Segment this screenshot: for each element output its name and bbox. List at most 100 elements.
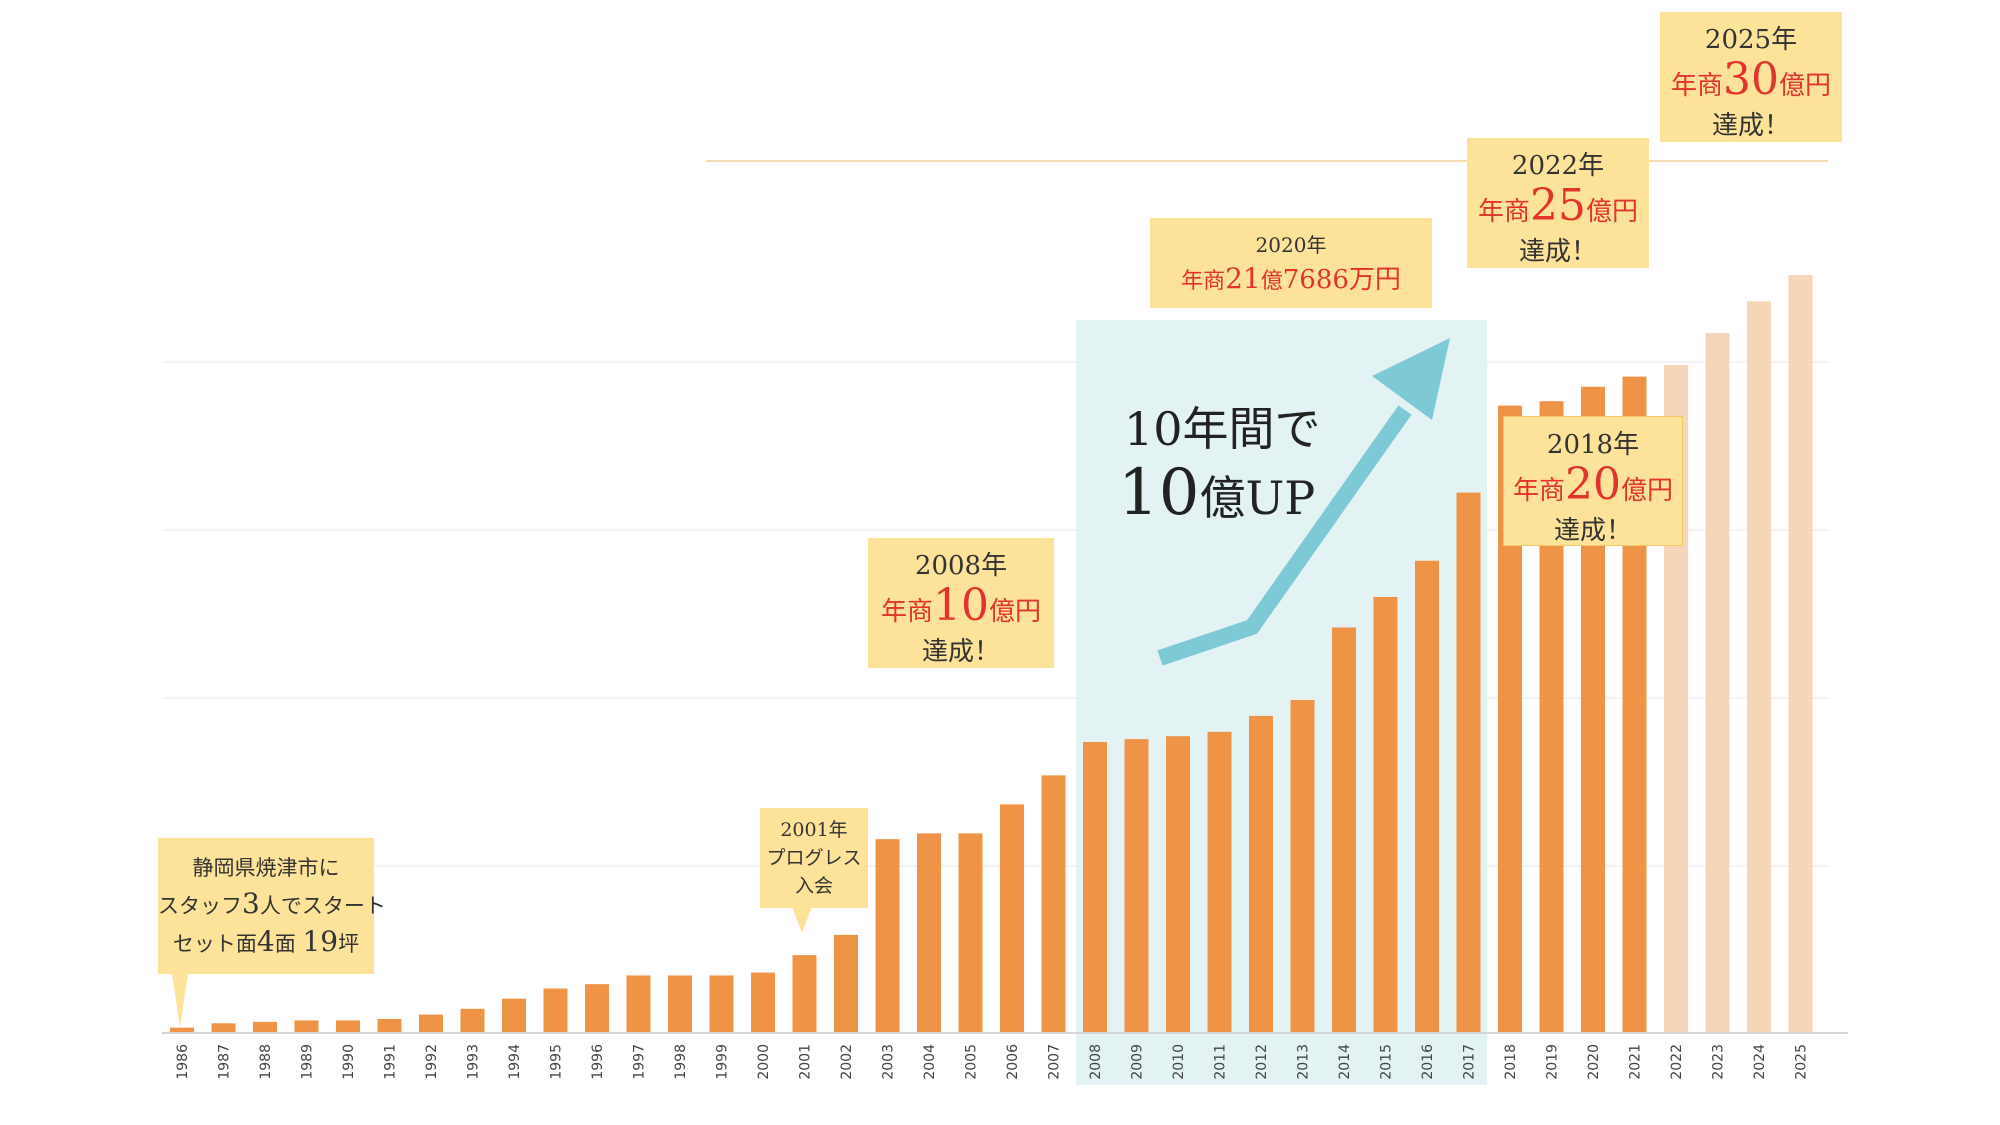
callout-2020-text: 億	[1260, 269, 1283, 294]
bar-2002	[834, 934, 858, 1032]
callout-start-num: 4	[256, 925, 275, 958]
callout-2018-line-2: 年商20億円	[1504, 463, 1682, 511]
callout-2020-line-1: 2020年	[1255, 233, 1327, 257]
x-tick-label: 1992	[424, 1044, 440, 1080]
callout-2022-num: 25	[1530, 180, 1586, 231]
bar-2011	[1207, 731, 1232, 1032]
bar-1992	[419, 1014, 443, 1032]
callout-2001-tail	[792, 907, 812, 933]
callout-start-line-3: セット面4面 19坪	[158, 924, 374, 962]
callout-2020-line-2: 年商21億7686万円	[1150, 262, 1432, 299]
x-tick-label: 2023	[1711, 1044, 1727, 1080]
callout-2008: 2008年 年商10億円 達成！	[868, 538, 1054, 668]
x-tick-label: 1995	[549, 1044, 565, 1080]
x-tick-label: 2002	[839, 1044, 855, 1080]
x-tick-label: 1990	[341, 1044, 357, 1080]
growth-arrow-shaft	[1157, 405, 1412, 666]
bar-2009	[1124, 739, 1149, 1032]
callout-2022-line-2: 年商25億円	[1467, 184, 1649, 232]
callout-2008-line-2: 年商10億円	[868, 584, 1054, 632]
callout-start-text: 坪	[338, 932, 360, 956]
bar-2003	[875, 839, 900, 1032]
x-tick-label: 2014	[1337, 1044, 1353, 1080]
x-tick-label: 2013	[1296, 1044, 1312, 1080]
x-tick-label: 2020	[1586, 1044, 1602, 1080]
callout-2025-text: 億円	[1779, 71, 1832, 101]
callout-start-line-1: 静岡県焼津市に	[192, 856, 340, 880]
callout-start-num: 3	[242, 887, 260, 920]
bar-1989	[294, 1020, 319, 1032]
callout-2001: 2001年 プログレス 入会	[760, 808, 868, 908]
callout-2025-line-3: 達成！	[1711, 111, 1790, 141]
bar-1995	[543, 988, 568, 1032]
callout-2001-line-2: プログレス	[766, 847, 862, 869]
bar-2007	[1041, 775, 1066, 1032]
highlight-number: 10	[1118, 456, 1200, 530]
x-tick-label: 2007	[1047, 1044, 1063, 1080]
callout-2025-num: 30	[1723, 54, 1779, 105]
callout-2025: 2025年 年商30億円 達成！	[1660, 12, 1842, 142]
bar-2016	[1415, 560, 1439, 1032]
x-tick-label: 2022	[1669, 1044, 1685, 1080]
highlight-rest: 億UP	[1199, 471, 1316, 525]
callout-start-text: スタッフ	[158, 894, 242, 918]
growth-arrow-icon	[1157, 338, 1450, 666]
callout-2025-line-1: 2025年	[1704, 25, 1798, 55]
callout-2025-text: 年商	[1670, 71, 1723, 101]
bar-2006	[1000, 804, 1024, 1032]
x-tick-label: 2019	[1545, 1044, 1561, 1080]
bar-1988	[253, 1021, 277, 1032]
x-tick-labels: 1986 1987 1988 1989 1990 1991 1992 1993 1994 1995…	[175, 1044, 1810, 1080]
x-tick-label: 2025	[1794, 1044, 1810, 1080]
x-tick-label: 1988	[258, 1044, 274, 1080]
x-tick-label: 1989	[300, 1044, 316, 1080]
highlight-line-2: 10億UP	[1118, 458, 1321, 544]
bar-1997	[626, 975, 651, 1032]
bar-2023	[1705, 333, 1730, 1033]
x-tick-label: 1987	[217, 1044, 233, 1080]
callout-2022: 2022年 年商25億円 達成！	[1467, 138, 1649, 268]
x-tick-label: 1998	[673, 1044, 689, 1080]
x-tick-label: 2011	[1213, 1044, 1229, 1080]
bar-2010	[1166, 736, 1190, 1032]
bar-2015	[1373, 597, 1398, 1032]
callout-2022-text: 億円	[1586, 197, 1639, 227]
callout-2022-line-3: 達成！	[1518, 237, 1597, 267]
x-tick-label: 2008	[1088, 1044, 1104, 1080]
callout-2001-line-3: 入会	[794, 875, 833, 897]
callout-2018: 2018年 年商20億円 達成！	[1503, 416, 1683, 546]
x-tick-label: 1993	[466, 1044, 482, 1080]
callout-2018-text: 億円	[1621, 476, 1674, 506]
bar-2004	[917, 833, 941, 1032]
callout-start: 静岡県焼津市に スタッフ3人でスタート セット面4面 19坪	[158, 838, 386, 974]
x-tick-label: 2021	[1628, 1044, 1644, 1080]
bar-2013	[1290, 699, 1315, 1032]
callout-2020: 2020年 年商21億7686万円	[1150, 218, 1432, 308]
callout-2001-line-1: 2001年	[780, 819, 848, 841]
bar-2012	[1249, 715, 1273, 1032]
x-tick-label: 2017	[1462, 1044, 1478, 1080]
x-tick-label: 2015	[1379, 1044, 1395, 1080]
x-tick-label: 1994	[507, 1044, 523, 1080]
callout-start-tail	[172, 973, 188, 1028]
callout-2018-num: 20	[1565, 459, 1621, 510]
x-tick-label: 2024	[1752, 1044, 1768, 1080]
bar-1998	[668, 975, 692, 1032]
bar-2001	[792, 955, 817, 1032]
callout-2020-text: 年商	[1181, 269, 1226, 294]
callout-start-num: 19	[302, 925, 339, 958]
callout-2008-text: 億円	[989, 597, 1042, 627]
x-tick-label: 1986	[175, 1044, 191, 1080]
x-tick-label: 2018	[1503, 1044, 1519, 1080]
bar-2014	[1332, 627, 1356, 1032]
x-tick-label: 2003	[881, 1044, 897, 1080]
x-tick-label: 2010	[1171, 1044, 1187, 1080]
callout-2025-line-2: 年商30億円	[1660, 58, 1842, 106]
bar-2005	[958, 833, 983, 1032]
callout-2020-text: 7686万円	[1282, 265, 1401, 295]
callout-2020-num: 21	[1225, 262, 1261, 295]
growth-arrow-head	[1372, 338, 1450, 420]
x-tick-label: 1996	[590, 1044, 606, 1080]
bar-1996	[585, 984, 609, 1032]
callout-2008-line-1: 2008年	[914, 551, 1008, 581]
